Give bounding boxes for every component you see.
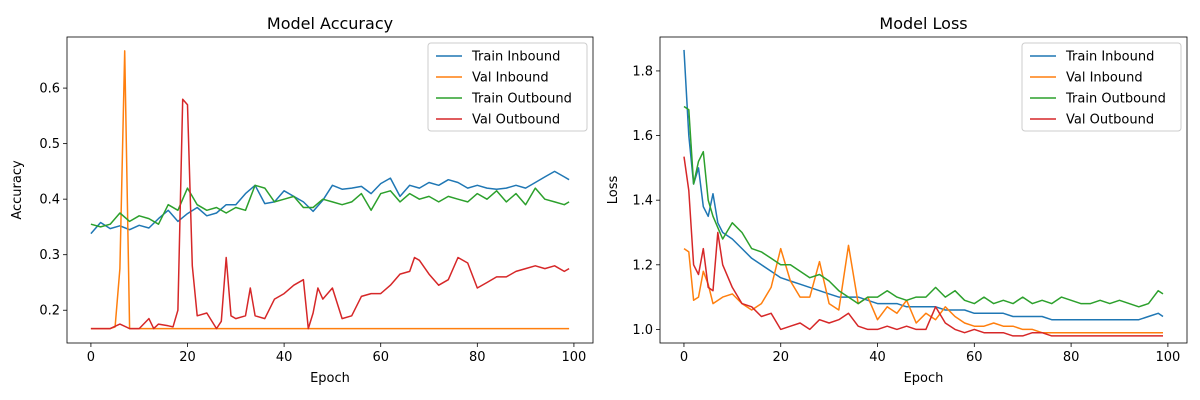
plot-frame [659,36,1188,344]
x-axis-label: Epoch [904,371,944,386]
legend-box [1021,42,1182,132]
legend-box [427,42,588,132]
y-tick-label: 1.2 [632,258,653,273]
x-tick-label: 60 [372,350,389,365]
loss-chart: Model Loss 0 20 40 60 80 100 1.0 1.2 1.4 1.6 1.8 Epo… [606,14,1188,386]
legend-label: Train Outbound [1065,92,1166,107]
y-tick-label: 0.3 [39,248,60,263]
legend-label: Val Inbound [1066,71,1143,86]
legend: Train Inbound Val Inbound Train Outbound Va… [1021,42,1182,132]
legend-label: Val Inbound [472,71,549,86]
y-axis-label: Loss [606,176,621,205]
y-tick-label: 1.0 [632,323,653,338]
series-line-val-outbound [90,98,570,330]
legend-label: Train Inbound [1065,50,1154,65]
x-tick-label: 0 [680,350,688,365]
series-group [683,49,1164,337]
x-axis-label: Epoch [310,371,350,386]
chart-title: Model Loss [879,14,967,33]
series-line-val-outbound [683,156,1163,337]
series-line-train-inbound [683,49,1164,321]
x-tick-label: 80 [1063,350,1080,365]
legend-label: Train Inbound [471,50,560,65]
legend-label: Val Outbound [1066,113,1154,128]
y-tick-label: 0.6 [39,82,60,97]
accuracy-chart: Model Accuracy 0 20 40 60 80 100 0.2 0.3 0.4 0.5 0.… [10,14,594,386]
series-line-train-outbound [90,184,570,228]
y-tick-label: 0.5 [39,137,60,152]
series-group [90,50,570,330]
y-axis-label: Accuracy [10,160,25,220]
legend: Train Inbound Val Inbound Train Outbound Va… [427,42,588,132]
x-tick-label: 20 [179,350,196,365]
y-tick-label: 0.2 [39,304,60,319]
y-tick-label: 1.8 [632,64,653,79]
x-tick-label: 20 [772,350,789,365]
plot-frame [66,36,594,344]
y-tick-label: 0.4 [39,193,60,208]
y-tick-label: 1.6 [632,129,653,144]
x-tick-label: 60 [966,350,983,365]
legend-label: Val Outbound [472,113,560,128]
y-tick-label: 1.4 [632,194,653,209]
chart-title: Model Accuracy [267,14,393,33]
x-tick-label: 0 [87,350,95,365]
x-tick-label: 40 [276,350,293,365]
x-tick-label: 40 [869,350,886,365]
legend-label: Train Outbound [471,92,572,107]
series-line-train-outbound [683,105,1164,308]
x-tick-label: 80 [469,350,486,365]
x-tick-label: 100 [1155,350,1180,365]
x-tick-label: 100 [562,350,587,365]
series-line-train-inbound [90,170,570,235]
